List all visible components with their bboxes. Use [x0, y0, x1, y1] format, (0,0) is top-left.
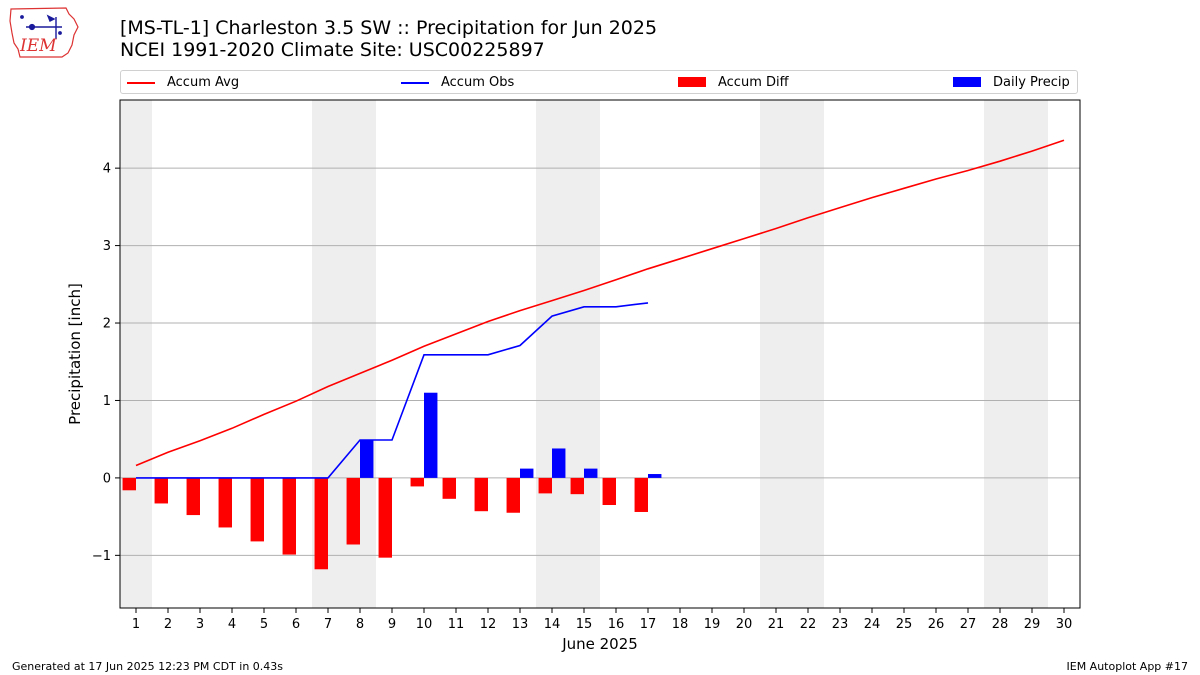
legend-label-accum-obs: Accum Obs	[441, 75, 515, 90]
weekend-shade-2	[536, 100, 600, 608]
x-tick-label: 10	[416, 617, 433, 632]
x-tick-label: 18	[672, 617, 689, 632]
y-tick-label: −1	[92, 549, 111, 564]
y-tick-label: 4	[103, 162, 111, 177]
legend-label-daily-precip: Daily Precip	[993, 75, 1070, 90]
y-axis-label: Precipitation [inch]	[66, 283, 84, 425]
daily-precip-bar	[424, 392, 438, 478]
accum-obs-line	[136, 302, 649, 479]
chart-legend: Accum Avg Accum Obs Accum Diff Daily Pre…	[120, 70, 1078, 94]
accum-diff-bar	[506, 477, 520, 513]
footer-generated-text: Generated at 17 Jun 2025 12:23 PM CDT in…	[12, 660, 284, 673]
weekend-shade-0	[120, 100, 152, 608]
daily-precip-bar	[360, 439, 374, 478]
plot-frame	[119, 99, 1081, 609]
accum-diff-bar	[122, 477, 136, 491]
logo-text: IEM	[19, 36, 57, 56]
x-tick-label: 8	[356, 617, 364, 632]
y-tick-label: 2	[103, 317, 111, 332]
x-tick-label: 20	[736, 617, 753, 632]
x-tick-label: 2	[164, 617, 172, 632]
x-tick-label: 23	[832, 617, 849, 632]
iowa-outline-icon	[9, 7, 79, 58]
x-tick-label: 15	[576, 617, 593, 632]
y-tick-label: 0	[103, 471, 111, 486]
legend-swatch-accum-diff	[678, 77, 706, 87]
x-tick-label: 3	[196, 617, 204, 632]
x-tick-label: 30	[1056, 617, 1073, 632]
x-axis-label: June 2025	[561, 635, 638, 653]
x-tick-label: 28	[992, 617, 1009, 632]
footer-app-label: IEM Autoplot App #17	[1066, 660, 1189, 673]
x-tick-label: 19	[704, 617, 721, 632]
accum-diff-bar	[250, 477, 264, 542]
legend-swatch-accum-avg	[127, 82, 155, 84]
accum-diff-bar	[570, 477, 584, 495]
x-tick-label: 17	[640, 617, 657, 632]
accum-diff-bar	[186, 477, 200, 516]
x-tick-label: 9	[388, 617, 396, 632]
accum-diff-bar	[634, 477, 648, 512]
accum-diff-bar	[410, 477, 424, 487]
accum-avg-line	[135, 139, 1065, 467]
x-tick-label: 12	[480, 617, 497, 632]
accum-diff-bar	[602, 477, 616, 506]
x-tick-label: 16	[608, 617, 625, 632]
weather-station-icon	[20, 14, 62, 39]
daily-precip-bar	[648, 474, 662, 478]
x-tick-label: 25	[896, 617, 913, 632]
accum-diff-bar	[442, 477, 456, 499]
x-tick-label: 26	[928, 617, 945, 632]
x-tick-label: 1	[132, 617, 140, 632]
accum-diff-bar	[346, 477, 360, 545]
weekend-shade-4	[984, 100, 1048, 608]
weekend-shade-3	[760, 100, 824, 608]
x-tick-label: 4	[228, 617, 236, 632]
x-tick-label: 14	[544, 617, 561, 632]
chart-subtitle: NCEI 1991-2020 Climate Site: USC00225897	[120, 39, 545, 61]
accum-diff-bar	[314, 477, 328, 570]
x-tick-label: 27	[960, 617, 977, 632]
accum-diff-bar	[378, 477, 392, 558]
x-tick-label: 5	[260, 617, 268, 632]
legend-swatch-accum-obs	[401, 82, 429, 84]
accum-diff-bar	[218, 477, 232, 528]
x-tick-label: 24	[864, 617, 881, 632]
x-tick-label: 11	[448, 617, 465, 632]
x-tick-label: 29	[1024, 617, 1041, 632]
daily-precip-bar	[584, 468, 598, 478]
legend-label-accum-avg: Accum Avg	[167, 75, 240, 90]
daily-precip-bar	[552, 448, 566, 478]
accum-diff-bar	[538, 477, 552, 494]
legend-label-accum-diff: Accum Diff	[718, 75, 789, 90]
accum-diff-bar	[474, 477, 488, 512]
iem-logo: IEM	[9, 7, 79, 58]
y-tick-label: 3	[103, 239, 111, 254]
y-tick-label: 1	[103, 394, 111, 409]
chart-title: [MS-TL-1] Charleston 3.5 SW :: Precipita…	[120, 17, 658, 39]
x-tick-label: 7	[324, 617, 332, 632]
x-tick-label: 6	[292, 617, 300, 632]
x-tick-label: 22	[800, 617, 817, 632]
legend-swatch-daily-precip	[953, 77, 981, 87]
x-tick-label: 13	[512, 617, 529, 632]
daily-precip-bar	[520, 468, 534, 478]
x-tick-label: 21	[768, 617, 785, 632]
accum-diff-bar	[282, 477, 296, 555]
accum-diff-bar	[154, 477, 168, 504]
